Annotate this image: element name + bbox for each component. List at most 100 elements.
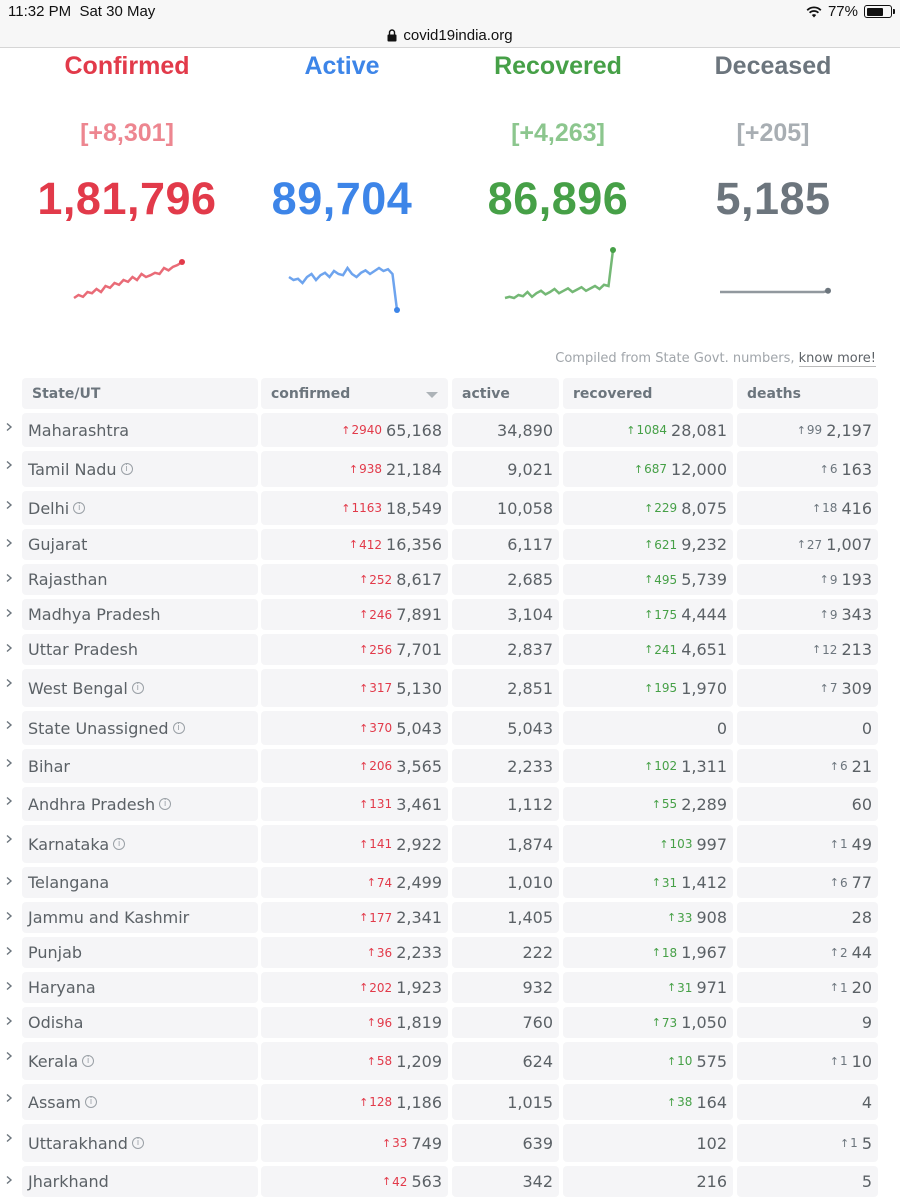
- delta-number: 2: [840, 945, 848, 960]
- table-row[interactable]: Bihar ↑ 206 3,565 2,233 ↑ 102 1,311 ↑ 6 21: [0, 747, 900, 785]
- know-more-link[interactable]: know more!: [798, 351, 876, 367]
- info-icon[interactable]: i: [131, 682, 144, 694]
- header-state[interactable]: State/UT: [22, 378, 258, 409]
- stat-recovered[interactable]: Recovered [+4,263] 86,896: [448, 50, 668, 300]
- chevron-right-icon[interactable]: [5, 758, 13, 768]
- table-row[interactable]: West Bengal i ↑ 317 5,130 2,851 ↑ 195 1,970 ↑ 7 309: [0, 667, 900, 709]
- table-row[interactable]: Punjab ↑ 36 2,233 222 ↑ 18 1,967 ↑ 2 44: [0, 935, 900, 970]
- state-name-cell[interactable]: Maharashtra: [22, 413, 258, 447]
- state-name-cell[interactable]: Andhra Pradesh i: [22, 787, 258, 821]
- chevron-right-icon[interactable]: [5, 834, 13, 844]
- stat-active[interactable]: Active 89,704: [232, 50, 452, 313]
- chevron-right-icon[interactable]: [5, 643, 13, 653]
- table-row[interactable]: Uttarakhand i ↑ 33 749 639 102 ↑ 1 5: [0, 1122, 900, 1164]
- table-row[interactable]: Madhya Pradesh ↑ 246 7,891 3,104 ↑ 175 4,444 ↑ 9 3…: [0, 597, 900, 632]
- confirmed-value: 65,168: [386, 420, 442, 440]
- state-name-cell[interactable]: Telangana: [22, 867, 258, 898]
- table-row[interactable]: Uttar Pradesh ↑ 256 7,701 2,837 ↑ 241 4,651 ↑ 12 2…: [0, 632, 900, 667]
- state-name-cell[interactable]: Punjab: [22, 937, 258, 968]
- info-icon[interactable]: i: [172, 722, 185, 734]
- state-name-cell[interactable]: West Bengal i: [22, 669, 258, 707]
- state-name-cell[interactable]: Tamil Nadu i: [22, 451, 258, 487]
- chevron-right-icon[interactable]: [5, 538, 13, 548]
- table-row[interactable]: Jammu and Kashmir ↑ 177 2,341 1,405 ↑ 33 908 28: [0, 900, 900, 935]
- table-row[interactable]: Gujarat ↑ 412 16,356 6,117 ↑ 621 9,232 ↑ 27 1,007: [0, 527, 900, 562]
- table-row[interactable]: Karnataka i ↑ 141 2,922 1,874 ↑ 103 997 ↑ 1 49: [0, 823, 900, 865]
- sort-desc-icon: [426, 392, 438, 398]
- confirmed-cell: ↑ 1163 18,549: [261, 491, 448, 525]
- deaths-cell: 60: [737, 787, 878, 821]
- state-name-cell[interactable]: State Unassigned i: [22, 711, 258, 745]
- header-active[interactable]: active: [452, 378, 559, 409]
- info-icon[interactable]: i: [131, 1137, 144, 1149]
- header-confirmed[interactable]: confirmed: [261, 378, 448, 409]
- table-row[interactable]: State Unassigned i ↑ 370 5,043 5,043 0 0: [0, 709, 900, 747]
- state-name-cell[interactable]: Uttar Pradesh: [22, 634, 258, 665]
- stat-deceased[interactable]: Deceased [+205] 5,185: [663, 50, 883, 294]
- chevron-right-icon[interactable]: [5, 1093, 13, 1103]
- stat-confirmed[interactable]: Confirmed [+8,301] 1,81,796: [17, 50, 237, 300]
- state-name-cell[interactable]: Odisha: [22, 1007, 258, 1038]
- info-icon[interactable]: i: [120, 463, 133, 475]
- info-icon[interactable]: i: [113, 838, 126, 850]
- chevron-right-icon[interactable]: [5, 608, 13, 618]
- delta-value: ↑ 241: [644, 643, 677, 657]
- table-row[interactable]: Telangana ↑ 74 2,499 1,010 ↑ 31 1,412 ↑ 6 77: [0, 865, 900, 900]
- chevron-right-icon[interactable]: [5, 500, 13, 510]
- sparkline-end-dot: [179, 259, 185, 265]
- chevron-right-icon[interactable]: [5, 1051, 13, 1061]
- confirmed-cell: ↑ 256 7,701: [261, 634, 448, 665]
- state-name-cell[interactable]: Assam i: [22, 1084, 258, 1120]
- recovered-cell: 0: [563, 711, 733, 745]
- chevron-right-icon[interactable]: [5, 796, 13, 806]
- state-name-cell[interactable]: Uttarakhand i: [22, 1124, 258, 1162]
- delta-number: 938: [359, 462, 383, 476]
- table-row[interactable]: Delhi i ↑ 1163 18,549 10,058 ↑ 229 8,075 ↑ 18 416: [0, 489, 900, 527]
- table-row[interactable]: Assam i ↑ 128 1,186 1,015 ↑ 38 164 4: [0, 1082, 900, 1122]
- delta-number: 246: [369, 607, 393, 622]
- info-icon[interactable]: i: [85, 1096, 98, 1108]
- chevron-right-icon[interactable]: [5, 678, 13, 688]
- chevron-right-icon[interactable]: [5, 981, 13, 991]
- table-row[interactable]: Jharkhand ↑ 42 563 342 216 5: [0, 1164, 900, 1199]
- active-value: 639: [522, 1133, 553, 1153]
- chevron-right-icon[interactable]: [5, 946, 13, 956]
- state-name-cell[interactable]: Kerala i: [22, 1042, 258, 1080]
- state-name-cell[interactable]: Jammu and Kashmir: [22, 902, 258, 933]
- table-row[interactable]: Kerala i ↑ 58 1,209 624 ↑ 10 575 ↑ 1 10: [0, 1040, 900, 1082]
- state-name-cell[interactable]: Bihar: [22, 749, 258, 783]
- chevron-right-icon[interactable]: [5, 720, 13, 730]
- state-name-cell[interactable]: Rajasthan: [22, 564, 258, 595]
- delta-number: 317: [369, 681, 393, 695]
- state-name-cell[interactable]: Delhi i: [22, 491, 258, 525]
- chevron-right-icon[interactable]: [5, 460, 13, 470]
- chevron-right-icon[interactable]: [5, 1175, 13, 1185]
- table-row[interactable]: Haryana ↑ 202 1,923 932 ↑ 31 971 ↑ 1 20: [0, 970, 900, 1005]
- info-icon[interactable]: i: [159, 798, 172, 810]
- chevron-right-icon[interactable]: [5, 1016, 13, 1026]
- confirmed-cell: ↑ 246 7,891: [261, 599, 448, 630]
- state-name-cell[interactable]: Madhya Pradesh: [22, 599, 258, 630]
- state-name-cell[interactable]: Haryana: [22, 972, 258, 1003]
- chevron-right-icon[interactable]: [5, 422, 13, 432]
- info-icon[interactable]: i: [73, 502, 86, 514]
- chevron-right-icon[interactable]: [5, 876, 13, 886]
- table-row[interactable]: Tamil Nadu i ↑ 938 21,184 9,021 ↑ 687 12,000 ↑ 6 16…: [0, 449, 900, 489]
- header-deaths[interactable]: deaths: [737, 378, 878, 409]
- table-row[interactable]: Odisha ↑ 96 1,819 760 ↑ 73 1,050 9: [0, 1005, 900, 1040]
- table-row[interactable]: Andhra Pradesh i ↑ 131 3,461 1,112 ↑ 55 2,289 60: [0, 785, 900, 823]
- delta-number: 412: [359, 537, 383, 552]
- info-icon[interactable]: i: [82, 1055, 95, 1067]
- table-row[interactable]: Rajasthan ↑ 252 8,617 2,685 ↑ 495 5,739 ↑ 9 193: [0, 562, 900, 597]
- arrow-up-icon: ↑: [796, 423, 806, 437]
- chevron-right-icon[interactable]: [5, 573, 13, 583]
- url-bar[interactable]: covid19india.org: [0, 24, 900, 48]
- table-row[interactable]: Maharashtra ↑ 2940 65,168 34,890 ↑ 1084 28,081 ↑…: [0, 411, 900, 449]
- chevron-right-icon[interactable]: [5, 1133, 13, 1143]
- stat-total: 89,704: [271, 173, 413, 224]
- state-name-cell[interactable]: Karnataka i: [22, 825, 258, 863]
- state-name-cell[interactable]: Gujarat: [22, 529, 258, 560]
- chevron-right-icon[interactable]: [5, 911, 13, 921]
- header-recovered[interactable]: recovered: [563, 378, 733, 409]
- state-name-cell[interactable]: Jharkhand: [22, 1166, 258, 1197]
